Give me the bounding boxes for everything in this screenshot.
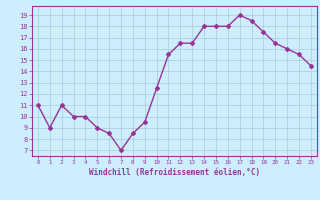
- X-axis label: Windchill (Refroidissement éolien,°C): Windchill (Refroidissement éolien,°C): [89, 168, 260, 177]
